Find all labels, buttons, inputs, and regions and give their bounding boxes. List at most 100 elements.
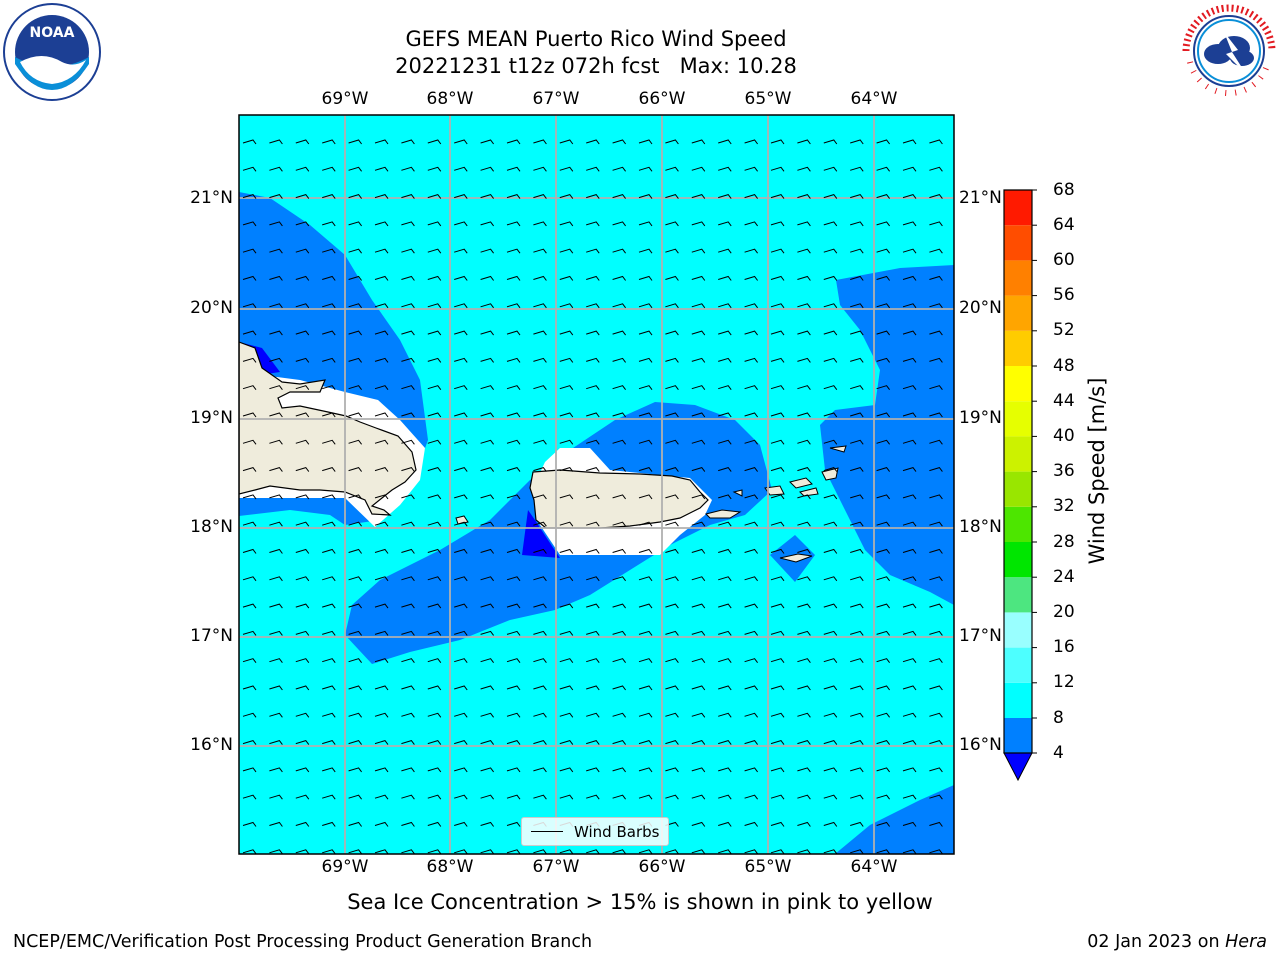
wind-barb — [929, 712, 943, 718]
wind-barb — [427, 385, 442, 390]
wind-barb — [797, 521, 811, 527]
wind-barb — [269, 357, 283, 363]
wind-barb — [876, 330, 890, 336]
wind-barb — [454, 275, 468, 281]
wind-barb — [533, 685, 547, 691]
map-gridlines — [239, 115, 954, 854]
wind-barb — [876, 412, 890, 418]
wind-barb — [348, 303, 362, 309]
wind-barb — [506, 412, 521, 418]
wind-barb — [744, 139, 758, 145]
wind-barb — [850, 658, 864, 663]
colorbar-segment-20-24 — [1004, 577, 1032, 613]
wind-barb — [718, 494, 732, 500]
wind-barb — [559, 166, 574, 172]
colorbar-tick-label: 64 — [1053, 215, 1075, 235]
wind-barb — [797, 548, 811, 554]
wind-barb — [242, 712, 257, 718]
wind-barb — [823, 412, 838, 418]
wind-barb — [348, 330, 362, 336]
wind-barb — [374, 221, 389, 227]
wind-barb — [559, 849, 574, 854]
wind-barb — [533, 576, 547, 582]
wind-barb — [691, 821, 706, 827]
wind-barb — [242, 740, 257, 745]
wind-barb — [823, 821, 838, 827]
wind-barb — [401, 166, 415, 172]
wind-barb — [929, 439, 943, 445]
wind-barb — [929, 385, 943, 390]
wind-barb — [506, 439, 521, 445]
wind-barb — [401, 548, 415, 554]
wind-barb — [559, 303, 574, 309]
wind-barb — [374, 194, 389, 199]
lon-tick-top: 67°W — [532, 89, 580, 109]
lat-tick-right: 20°N — [959, 298, 1002, 318]
wind-barb — [295, 248, 310, 254]
wind-barb — [427, 139, 442, 145]
wind-barb — [638, 794, 653, 800]
wind-barb — [929, 412, 943, 418]
wind-barb — [533, 767, 547, 773]
wind-barb — [348, 685, 362, 691]
wind-barb — [902, 576, 917, 582]
wind-barb — [612, 412, 626, 418]
wind-barb — [612, 439, 626, 445]
wind-barb — [797, 385, 811, 390]
wind-barb — [850, 439, 864, 445]
noaa-logo-icon: NOAA — [3, 3, 101, 101]
wind-barb — [770, 794, 785, 800]
colorbar-segment-24-28 — [1004, 542, 1032, 578]
wind-barb — [612, 630, 626, 636]
wind-barb — [586, 548, 600, 554]
wind-barb — [454, 630, 468, 636]
wind-barb — [612, 303, 626, 309]
wind-barb — [295, 303, 310, 309]
wind-barb — [718, 194, 732, 199]
wind-barb — [559, 330, 574, 336]
wind-barb — [902, 658, 917, 663]
wind-barb — [929, 330, 943, 336]
wind-barb — [506, 740, 521, 745]
wind-barb — [770, 821, 785, 827]
wind-barb — [744, 357, 758, 363]
wind-barb — [850, 330, 864, 336]
wind-barb — [533, 439, 547, 445]
wind-barb — [638, 194, 653, 199]
wind-barb — [744, 166, 758, 172]
wind-barb — [691, 521, 706, 527]
wind-barb — [348, 821, 362, 827]
wind-barb — [823, 166, 838, 172]
wind-barb — [295, 603, 310, 609]
wind-barb — [691, 603, 706, 609]
lon-tick-bottom: 68°W — [426, 857, 474, 877]
wind-barb — [929, 139, 943, 145]
wind-barb — [770, 630, 785, 636]
wind-barb — [876, 767, 890, 773]
wind-barb — [929, 767, 943, 773]
wind-barb — [770, 412, 785, 418]
wind-barb — [427, 221, 442, 227]
wind-barb — [612, 603, 626, 609]
wind-barb — [269, 685, 283, 691]
wind-barb — [876, 794, 890, 800]
wind-barb — [242, 849, 257, 854]
wind-barb — [744, 439, 758, 445]
wind-barb — [401, 467, 415, 472]
wind-barb — [269, 849, 283, 854]
wind-barb — [454, 439, 468, 445]
colorbar-segment-64-68 — [1004, 190, 1032, 226]
wind-barb — [612, 740, 626, 745]
wind-barb — [929, 821, 943, 827]
wind-barb — [876, 139, 890, 145]
wind-barb — [454, 821, 468, 827]
wind-barb — [876, 385, 890, 390]
wind-barb — [797, 630, 811, 636]
wind-barb — [401, 385, 415, 390]
wind-barb — [322, 685, 336, 691]
wind-barb — [718, 303, 732, 309]
wind-barb — [533, 412, 547, 418]
wind-barb — [374, 494, 389, 500]
colorbar-segment-12-16 — [1004, 647, 1032, 683]
wind-barb — [322, 467, 336, 472]
